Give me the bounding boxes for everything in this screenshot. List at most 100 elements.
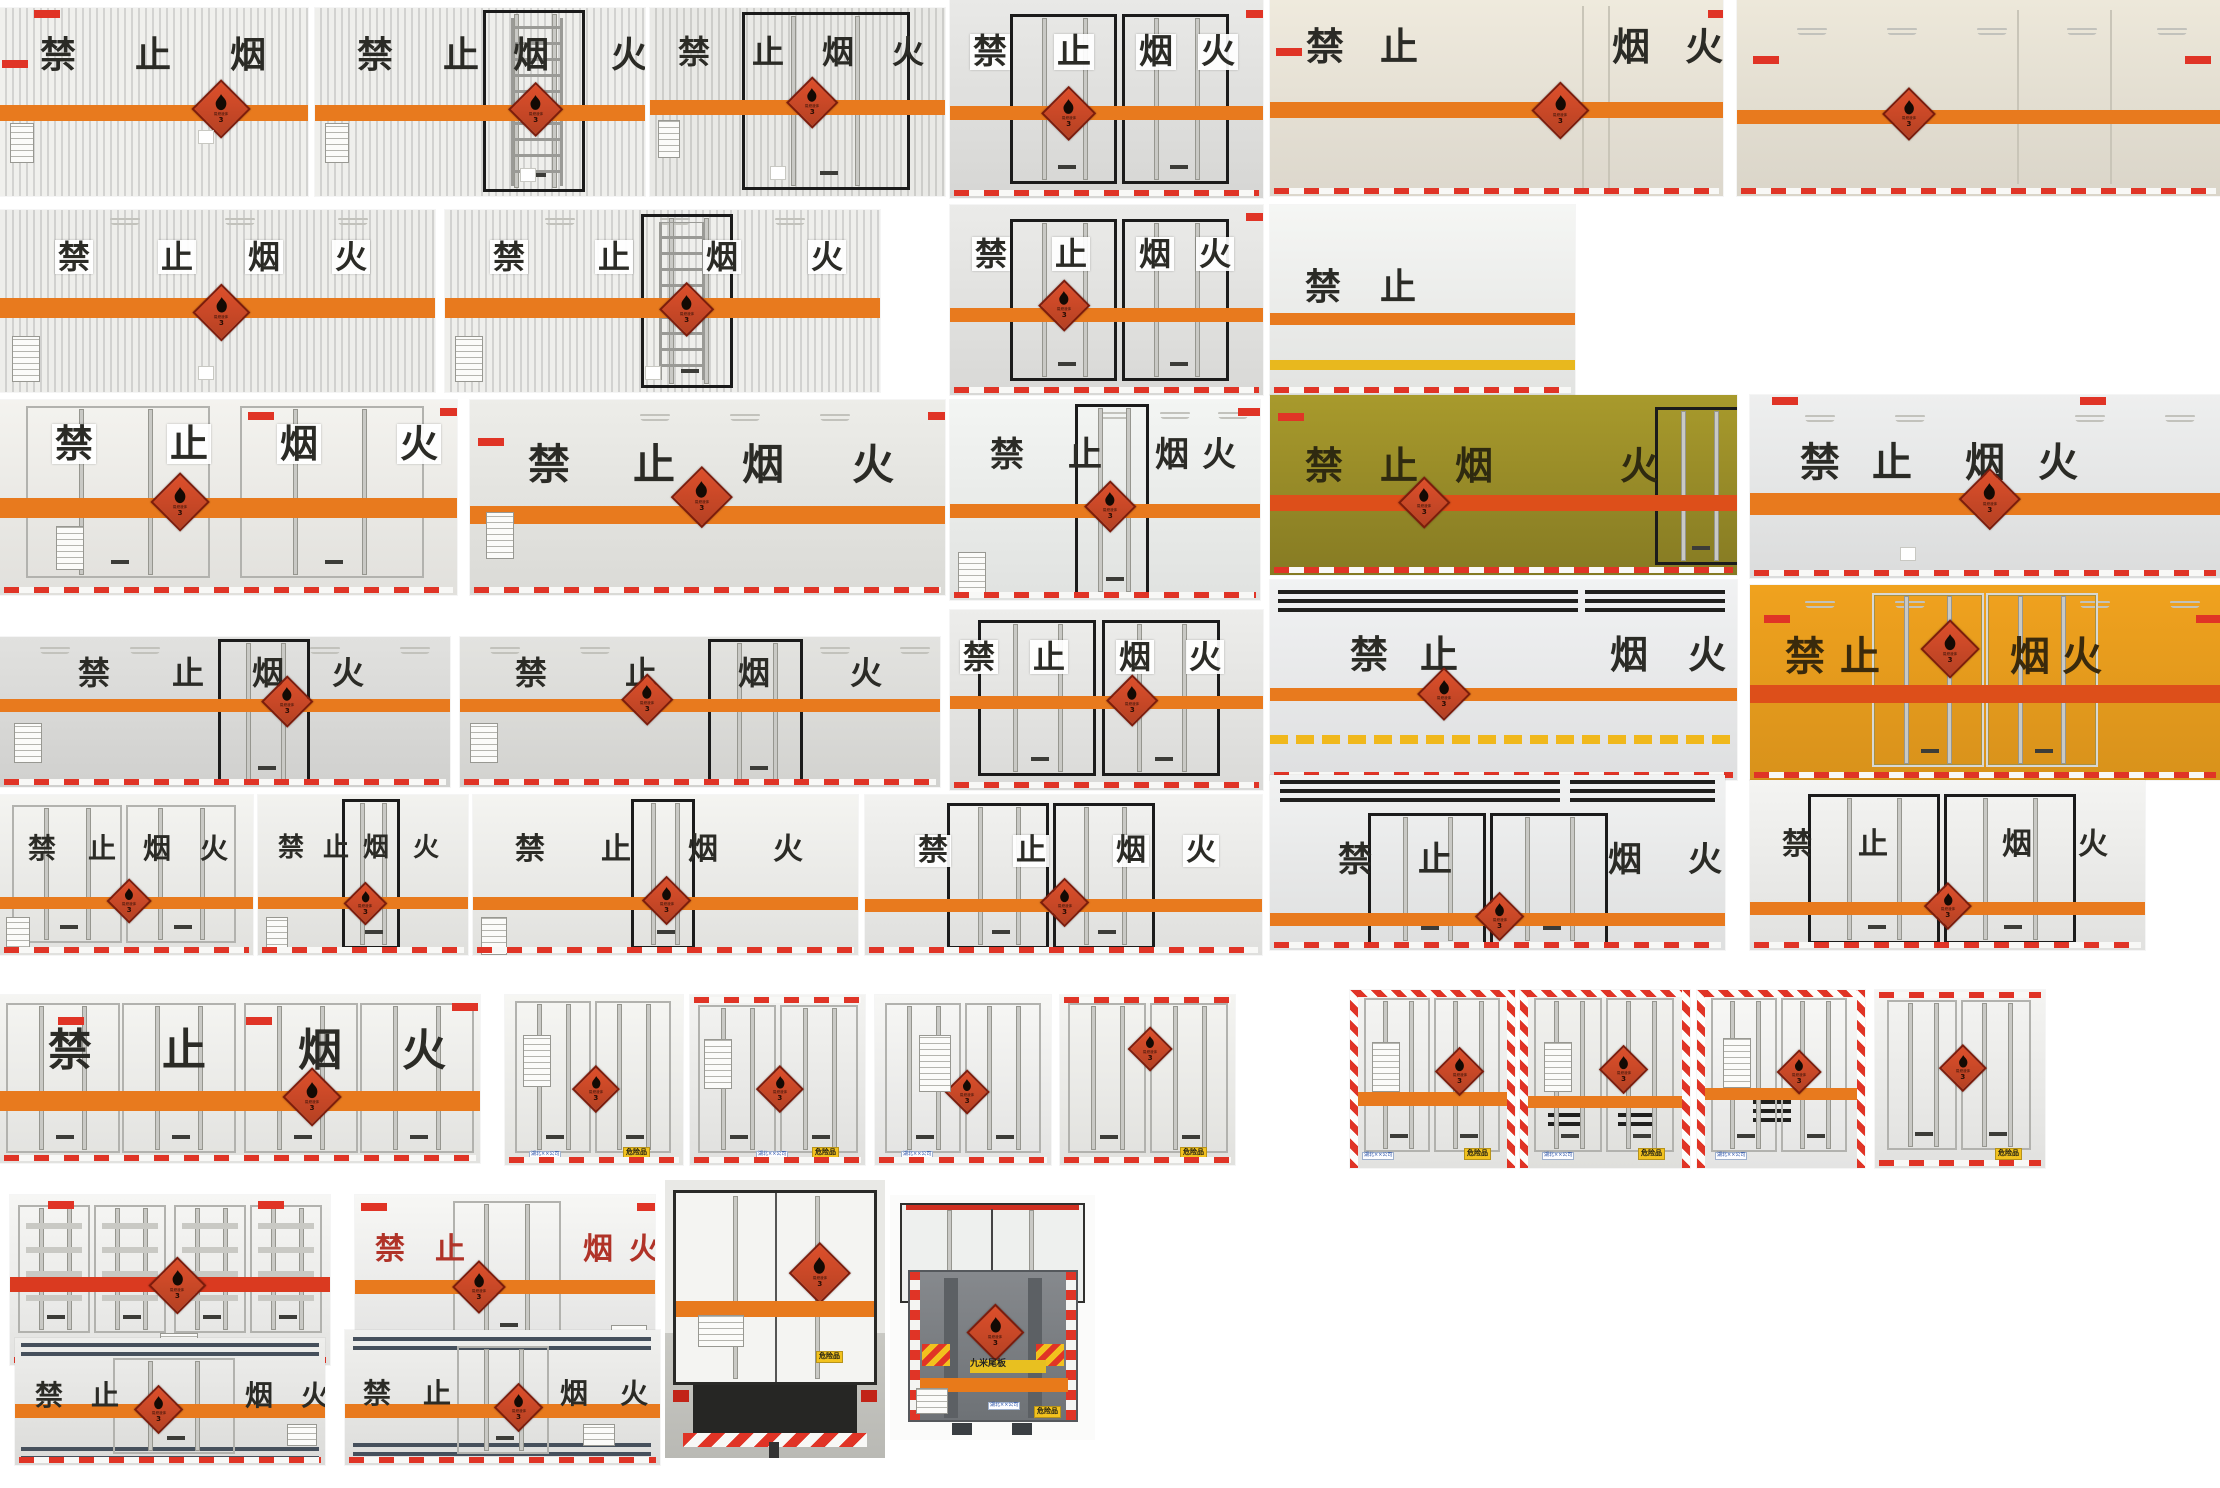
vent-slot — [580, 645, 610, 654]
hazard-placard-face: 易燃液体 3 — [462, 1270, 496, 1304]
door-lock-rod — [383, 804, 387, 944]
no-fire-character: 烟 — [560, 1377, 589, 1410]
door-handle — [1031, 757, 1049, 761]
vent-slot — [310, 645, 340, 654]
door-handle — [1421, 926, 1439, 930]
no-fire-character: 止 — [158, 240, 197, 274]
no-fire-character: 止 — [88, 832, 117, 865]
hazard-placard: 易燃液体 3 — [1084, 480, 1136, 532]
cargo-door — [26, 406, 210, 578]
door-slat-vents — [258, 1219, 314, 1319]
door-lock-rod — [363, 410, 367, 574]
hazard-placard: 易燃液体 3 — [508, 82, 564, 138]
truck-chassis — [693, 1385, 857, 1433]
reflective-strip — [4, 947, 249, 953]
vent-slot — [2067, 26, 2097, 35]
hazard-placard: 易燃液体 3 — [1924, 882, 1972, 930]
no-fire-character: 烟 — [1136, 34, 1176, 70]
hazard-placard-face: 易燃液体 3 — [682, 477, 722, 517]
flame-icon — [1619, 1056, 1629, 1071]
door-handle — [1868, 925, 1886, 929]
truck-box-tile-r6-q4: 易燃液体 3 危险品 — [1875, 990, 2045, 1168]
door-lock-rod — [1203, 1007, 1207, 1149]
placard-class-number: 3 — [284, 706, 290, 715]
door-handle — [916, 1135, 934, 1139]
hazard-placard: 易燃液体 3 — [756, 1065, 804, 1113]
hazard-placard-face: 易燃液体 3 — [669, 292, 704, 327]
truck-box-tile-r6-sq-1: 易燃液体 3 湖北××公司 危险品 — [505, 995, 683, 1165]
spec-plate — [704, 1039, 732, 1089]
door-lock-rod — [1448, 818, 1452, 940]
truck-box-tile-r1-side-2: 禁 止烟 火 易燃液体 3 — [315, 8, 645, 196]
no-fire-character: 止 — [633, 440, 676, 489]
hazard-placard: 易燃液体 3 — [192, 283, 250, 341]
door-handle — [410, 1135, 428, 1139]
no-fire-character: 烟 — [143, 832, 172, 865]
no-fire-character: 烟 — [1608, 840, 1642, 880]
no-fire-character: 止 — [1052, 237, 1091, 271]
secondary-stripe — [1270, 735, 1737, 744]
door-handle — [1169, 165, 1188, 169]
placard-class-number: 3 — [1061, 310, 1067, 319]
vent-slot — [660, 216, 690, 225]
cargo-door — [1122, 14, 1229, 184]
door-lock-rod — [567, 1005, 571, 1149]
no-fire-character: 禁 — [55, 240, 94, 274]
danger-goods-plate: 危险品 — [1034, 1406, 1061, 1418]
placard-class-number: 3 — [1960, 1073, 1966, 1082]
red-reflector — [637, 1203, 655, 1211]
hazard-placard: 易燃液体 3 — [452, 1260, 506, 1314]
lift-hook — [952, 1423, 972, 1435]
door-handle — [1460, 1134, 1478, 1138]
placard-label: 易燃液体 — [812, 1275, 828, 1281]
vent-slot — [225, 216, 255, 225]
door-handle — [1057, 165, 1076, 169]
door-lock-rod — [1195, 224, 1199, 376]
door-lock-rod — [1982, 1004, 1986, 1146]
placard-label: 易燃液体 — [1982, 501, 1998, 507]
placard-class-number: 3 — [1107, 511, 1113, 520]
spec-plate — [56, 526, 84, 570]
placard-label: 易燃液体 — [1955, 1068, 1971, 1074]
small-label — [198, 130, 214, 144]
flame-icon — [1984, 483, 1996, 502]
door-lock-rod — [437, 1007, 441, 1149]
truck-box-tile-r1-side-4: 禁止 烟火 易燃液体 3 — [1270, 0, 1723, 196]
placard-class-number: 3 — [777, 1094, 783, 1103]
door-lock-rod — [1154, 224, 1158, 376]
reflective-frame-top — [1528, 990, 1682, 997]
placard-class-number: 3 — [817, 1280, 823, 1289]
door-lock-rod — [2009, 1004, 2013, 1146]
reflective-strip — [1879, 1160, 2041, 1166]
door-handle — [496, 1436, 514, 1440]
door-lock-rod — [1935, 1004, 1939, 1146]
truck-box-tile-r6-q1: 易燃液体 3 湖北××公司 危险品 — [1350, 990, 1515, 1168]
door-slat-vents — [102, 1219, 158, 1319]
truck-box-tile-r6-rear4-big: 禁 止 烟 火 易燃液体 3 — [0, 995, 480, 1163]
no-fire-character: 火 — [773, 832, 803, 867]
vent-slot — [1805, 413, 1835, 422]
truck-box-tile-r3-panel-2: 禁止烟火 易燃液体 3 — [1750, 395, 2220, 578]
door-lock-rod — [1154, 19, 1158, 179]
no-fire-character: 禁 — [515, 832, 545, 867]
vent-slot — [1895, 413, 1925, 422]
no-fire-character: 火 — [402, 1025, 446, 1076]
door-lock-rod — [2019, 597, 2023, 763]
flame-icon — [154, 1396, 164, 1411]
placard-class-number: 3 — [177, 509, 183, 518]
flame-icon — [361, 890, 369, 903]
flame-icon — [1146, 1036, 1154, 1049]
no-fire-character: 火 — [1183, 835, 1219, 867]
red-reflector — [48, 1201, 74, 1209]
no-fire-character: 火 — [1198, 34, 1238, 70]
truck-box-tile-r5-rear-1: 禁止烟火 易燃液体 3 — [0, 795, 253, 955]
placard-label: 易燃液体 — [1056, 306, 1072, 311]
flame-icon — [963, 1079, 971, 1092]
truck-box-tile-r2-side-2: 禁 止 烟 火 易燃液体 3 — [445, 210, 880, 392]
no-fire-character: 止 — [423, 1377, 452, 1410]
cargo-door — [1808, 794, 1940, 944]
door-lock-rod — [200, 809, 204, 939]
door-handle — [60, 925, 78, 929]
reflective-strip — [1274, 387, 1571, 393]
vent-slot — [775, 216, 805, 225]
